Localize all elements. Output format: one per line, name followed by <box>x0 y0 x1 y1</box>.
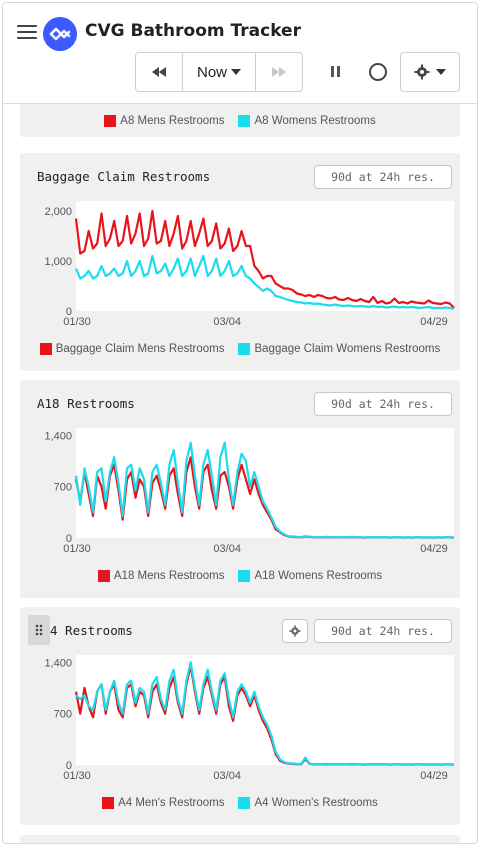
now-dropdown-button[interactable]: Now <box>183 53 256 91</box>
line-chart: 1,400 700 001/30 03/04 04/29 <box>44 428 455 555</box>
legend-item-mens[interactable]: A4 Men's Restrooms <box>102 797 224 809</box>
x-tick-label: 04/29 <box>420 770 448 782</box>
app-title: CVG Bathroom Tracker <box>85 21 301 41</box>
legend-item-womens[interactable]: A8 Womens Restrooms <box>238 115 376 127</box>
womens-swatch <box>238 115 251 127</box>
caret-down-icon <box>231 69 241 75</box>
y-tick-label: 700 <box>54 709 72 721</box>
x-tick-label: 03/04 <box>213 543 241 555</box>
legend-label: A8 Womens Restrooms <box>254 115 376 127</box>
y-tick-label: 1,000 <box>44 256 72 268</box>
legend-label: Baggage Claim Mens Restrooms <box>55 343 225 355</box>
y-tick-label: 700 <box>54 482 72 494</box>
x-tick-label: 03/04 <box>213 316 241 328</box>
y-tick-label: 1,400 <box>44 657 72 669</box>
plot-area <box>76 201 454 311</box>
series-line-womens <box>75 661 455 766</box>
y-tick-label: 0 <box>66 306 72 318</box>
y-tick-label: 0 <box>66 533 72 545</box>
legend-label: A8 Mens Restrooms <box>120 115 225 127</box>
womens-swatch <box>238 343 251 355</box>
rewind-button[interactable] <box>136 53 183 91</box>
mens-swatch <box>104 115 117 127</box>
legend-label: A18 Mens Restrooms <box>113 570 225 582</box>
rewind-icon <box>152 67 166 77</box>
chart-legend: A4 Men's Restrooms A4 Women's Restrooms <box>20 797 460 809</box>
legend-item-mens[interactable]: Baggage Claim Mens Restrooms <box>39 343 225 355</box>
chart-panel-2: 4 Restrooms 90d at 24h res. 1,400 700 0 01/30… <box>20 607 460 825</box>
top-toolbar: CVG Bathroom Tracker Now <box>3 3 477 104</box>
gear-icon <box>289 625 301 637</box>
chart-panel-0: Baggage Claim Restrooms 90d at 24h res. 2,… <box>20 153 460 371</box>
legend-label: Baggage Claim Womens Restrooms <box>254 343 441 355</box>
fast-forward-icon <box>272 67 286 77</box>
line-chart: 2,000 1,000 001/30 03/04 04/29 <box>44 201 455 328</box>
a8-panel: A8 Mens Restrooms A8 Womens Restrooms <box>20 99 460 137</box>
chart-panel-1: A18 Restrooms 90d at 24h res. 1,400 700 0 01/… <box>20 380 460 598</box>
a8-legend: A8 Mens Restrooms A8 Womens Restrooms <box>20 115 460 127</box>
series-line-womens <box>74 254 455 311</box>
y-tick-label: 1,400 <box>44 430 72 442</box>
range-badge[interactable]: 90d at 24h res. <box>314 165 452 189</box>
x-tick-label: 03/04 <box>213 770 241 782</box>
fast-forward-button[interactable] <box>256 53 302 91</box>
legend-label: A18 Womens Restrooms <box>254 570 383 582</box>
chart-title: 4 Restrooms <box>50 623 133 638</box>
panel-settings-button[interactable] <box>282 619 308 643</box>
legend-item-womens[interactable]: A18 Womens Restrooms <box>238 570 382 582</box>
pause-icon[interactable] <box>325 61 347 83</box>
legend-item-mens[interactable]: A18 Mens Restrooms <box>97 570 225 582</box>
next-panel <box>20 835 460 843</box>
legend-item-womens[interactable]: A4 Women's Restrooms <box>238 797 378 809</box>
gear-icon <box>414 64 430 80</box>
x-tick-label: 01/30 <box>63 770 91 782</box>
series-line-womens <box>74 441 455 539</box>
now-label: Now <box>196 63 227 81</box>
legend-label: A4 Women's Restrooms <box>254 797 378 809</box>
chart-legend: A18 Mens Restrooms A18 Womens Restrooms <box>20 570 460 582</box>
y-tick-label: 0 <box>66 760 72 772</box>
hamburger-menu-icon[interactable] <box>17 25 37 41</box>
series-line-mens <box>74 209 455 309</box>
y-tick-label: 2,000 <box>44 206 72 218</box>
womens-swatch <box>238 797 251 809</box>
time-navigation-group: Now <box>135 52 303 92</box>
chart-title: A18 Restrooms <box>37 396 135 411</box>
x-tick-label: 04/29 <box>420 543 448 555</box>
settings-dropdown-button[interactable] <box>400 52 460 92</box>
chart-title: Baggage Claim Restrooms <box>37 169 211 184</box>
mens-swatch <box>39 343 52 355</box>
x-tick-label: 01/30 <box>63 543 91 555</box>
drag-handle-icon[interactable] <box>28 615 50 645</box>
legend-item-mens[interactable]: A8 Mens Restrooms <box>104 115 224 127</box>
legend-item-womens[interactable]: Baggage Claim Womens Restrooms <box>238 343 440 355</box>
range-badge[interactable]: 90d at 24h res. <box>314 619 452 643</box>
x-tick-label: 01/30 <box>63 316 91 328</box>
x-tick-label: 04/29 <box>420 316 448 328</box>
caret-down-icon <box>436 69 446 75</box>
legend-label: A4 Men's Restrooms <box>118 797 225 809</box>
womens-swatch <box>238 570 251 582</box>
loading-spinner-icon <box>369 63 387 81</box>
mens-swatch <box>102 797 115 809</box>
line-chart: 1,400 700 001/30 03/04 04/29 <box>44 655 455 782</box>
mens-swatch <box>97 570 110 582</box>
chart-legend: Baggage Claim Mens Restrooms Baggage Clai… <box>20 343 460 355</box>
range-badge[interactable]: 90d at 24h res. <box>314 392 452 416</box>
app-logo-icon <box>43 17 77 51</box>
plot-area <box>76 655 454 765</box>
